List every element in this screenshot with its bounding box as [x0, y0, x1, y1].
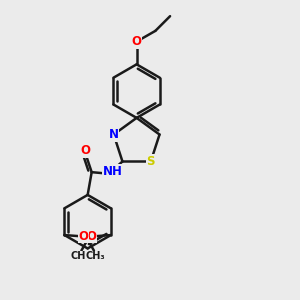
- Text: O: O: [87, 230, 97, 243]
- Text: O: O: [132, 35, 142, 48]
- Text: CH₃: CH₃: [70, 251, 90, 262]
- Text: O: O: [80, 144, 90, 157]
- Text: N: N: [109, 128, 119, 141]
- Text: CH₃: CH₃: [85, 251, 105, 262]
- Text: NH: NH: [103, 165, 122, 178]
- Text: S: S: [146, 155, 155, 168]
- Text: O: O: [79, 230, 89, 243]
